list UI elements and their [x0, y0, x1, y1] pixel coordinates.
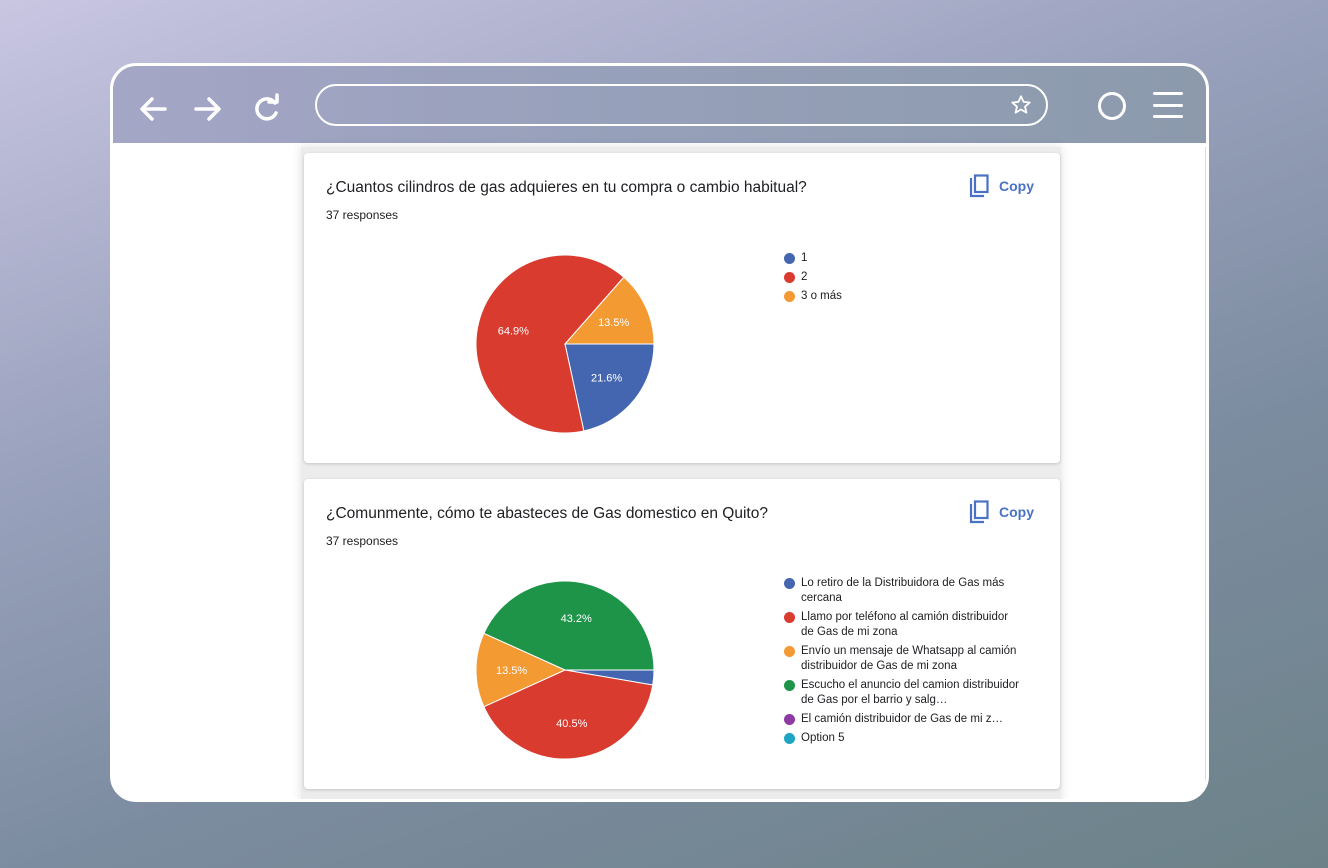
- copy-label: Copy: [999, 178, 1034, 194]
- legend-item: 3 o más: [784, 289, 842, 304]
- browser-toolbar: [113, 66, 1206, 145]
- back-arrow-icon[interactable]: [137, 92, 171, 126]
- legend-label: Envío un mensaje de Whatsapp al camión d…: [801, 645, 1017, 672]
- legend-item: Escucho el anuncio del camion distribuid…: [784, 678, 1024, 708]
- legend-item: 1: [784, 251, 842, 266]
- legend-label: 3 o más: [801, 290, 842, 302]
- pie-slice[interactable]: [475, 254, 625, 434]
- legend-swatch: [784, 733, 795, 744]
- pie-chart: 21.6% 64.9% 13.5%: [475, 254, 655, 434]
- legend-swatch: [784, 680, 795, 691]
- legend-item: Lo retiro de la Distribuidora de Gas más…: [784, 576, 1024, 606]
- legend-swatch: [784, 578, 795, 589]
- question-title: ¿Comunmente, cómo te abasteces de Gas do…: [326, 505, 768, 522]
- chart-legend: Lo retiro de la Distribuidora de Gas más…: [784, 576, 1024, 750]
- address-bar[interactable]: [315, 84, 1048, 126]
- legend-label: 1: [801, 252, 808, 264]
- legend-label: Option 5: [801, 732, 845, 744]
- question-title: ¿Cuantos cilindros de gas adquieres en t…: [326, 179, 807, 196]
- pie-slice[interactable]: [564, 343, 655, 432]
- response-count: 37 responses: [326, 534, 399, 548]
- legend-swatch: [784, 612, 795, 623]
- legend-item: El camión distribuidor de Gas de mi z…: [784, 712, 1024, 727]
- star-icon[interactable]: [1010, 94, 1032, 116]
- reload-icon[interactable]: [250, 92, 284, 126]
- question-card-1: ¿Cuantos cilindros de gas adquieres en t…: [304, 153, 1060, 463]
- browser-window: ¿Cuantos cilindros de gas adquieres en t…: [110, 63, 1209, 802]
- hamburger-menu-icon[interactable]: [1153, 92, 1183, 118]
- legend-item: Option 5: [784, 731, 1024, 746]
- copy-button[interactable]: Copy: [969, 499, 1034, 525]
- pie-slice[interactable]: [475, 632, 567, 708]
- forward-arrow-icon[interactable]: [190, 92, 224, 126]
- page-viewport: ¿Cuantos cilindros de gas adquieres en t…: [113, 147, 1206, 799]
- legend-label: Llamo por teléfono al camión distribuido…: [801, 611, 1009, 638]
- legend-swatch: [784, 253, 795, 264]
- legend-swatch: [784, 646, 795, 657]
- circle-icon[interactable]: [1098, 92, 1126, 120]
- slice-label: 13.5%: [496, 665, 527, 677]
- slice-label: 21.6%: [591, 373, 622, 385]
- slice-label: 13.5%: [598, 317, 629, 329]
- legend-label: 2: [801, 271, 808, 283]
- legend-swatch: [784, 272, 795, 283]
- copy-icon: [969, 500, 989, 524]
- pie-slice[interactable]: [483, 580, 655, 671]
- pie-slice[interactable]: [563, 276, 655, 345]
- slice-label: 43.2%: [561, 613, 592, 625]
- copy-icon: [969, 174, 989, 198]
- legend-item: 2: [784, 270, 842, 285]
- legend-label: El camión distribuidor de Gas de mi z…: [801, 713, 1003, 725]
- pie-slice[interactable]: [483, 669, 654, 760]
- chart-legend: 1 2 3 o más: [784, 251, 842, 308]
- slice-label: 40.5%: [556, 718, 587, 730]
- response-count: 37 responses: [326, 208, 399, 222]
- question-card-2: ¿Comunmente, cómo te abasteces de Gas do…: [304, 479, 1060, 789]
- slice-label: 64.9%: [498, 326, 529, 338]
- legend-label: Escucho el anuncio del camion distribuid…: [801, 679, 1019, 706]
- legend-swatch: [784, 714, 795, 725]
- legend-swatch: [784, 291, 795, 302]
- legend-item: Envío un mensaje de Whatsapp al camión d…: [784, 644, 1024, 674]
- legend-item: Llamo por teléfono al camión distribuido…: [784, 610, 1024, 640]
- legend-label: Lo retiro de la Distribuidora de Gas más…: [801, 577, 1005, 604]
- copy-label: Copy: [999, 504, 1034, 520]
- copy-button[interactable]: Copy: [969, 173, 1034, 199]
- pie-chart: 40.5% 13.5% 43.2%: [475, 580, 655, 760]
